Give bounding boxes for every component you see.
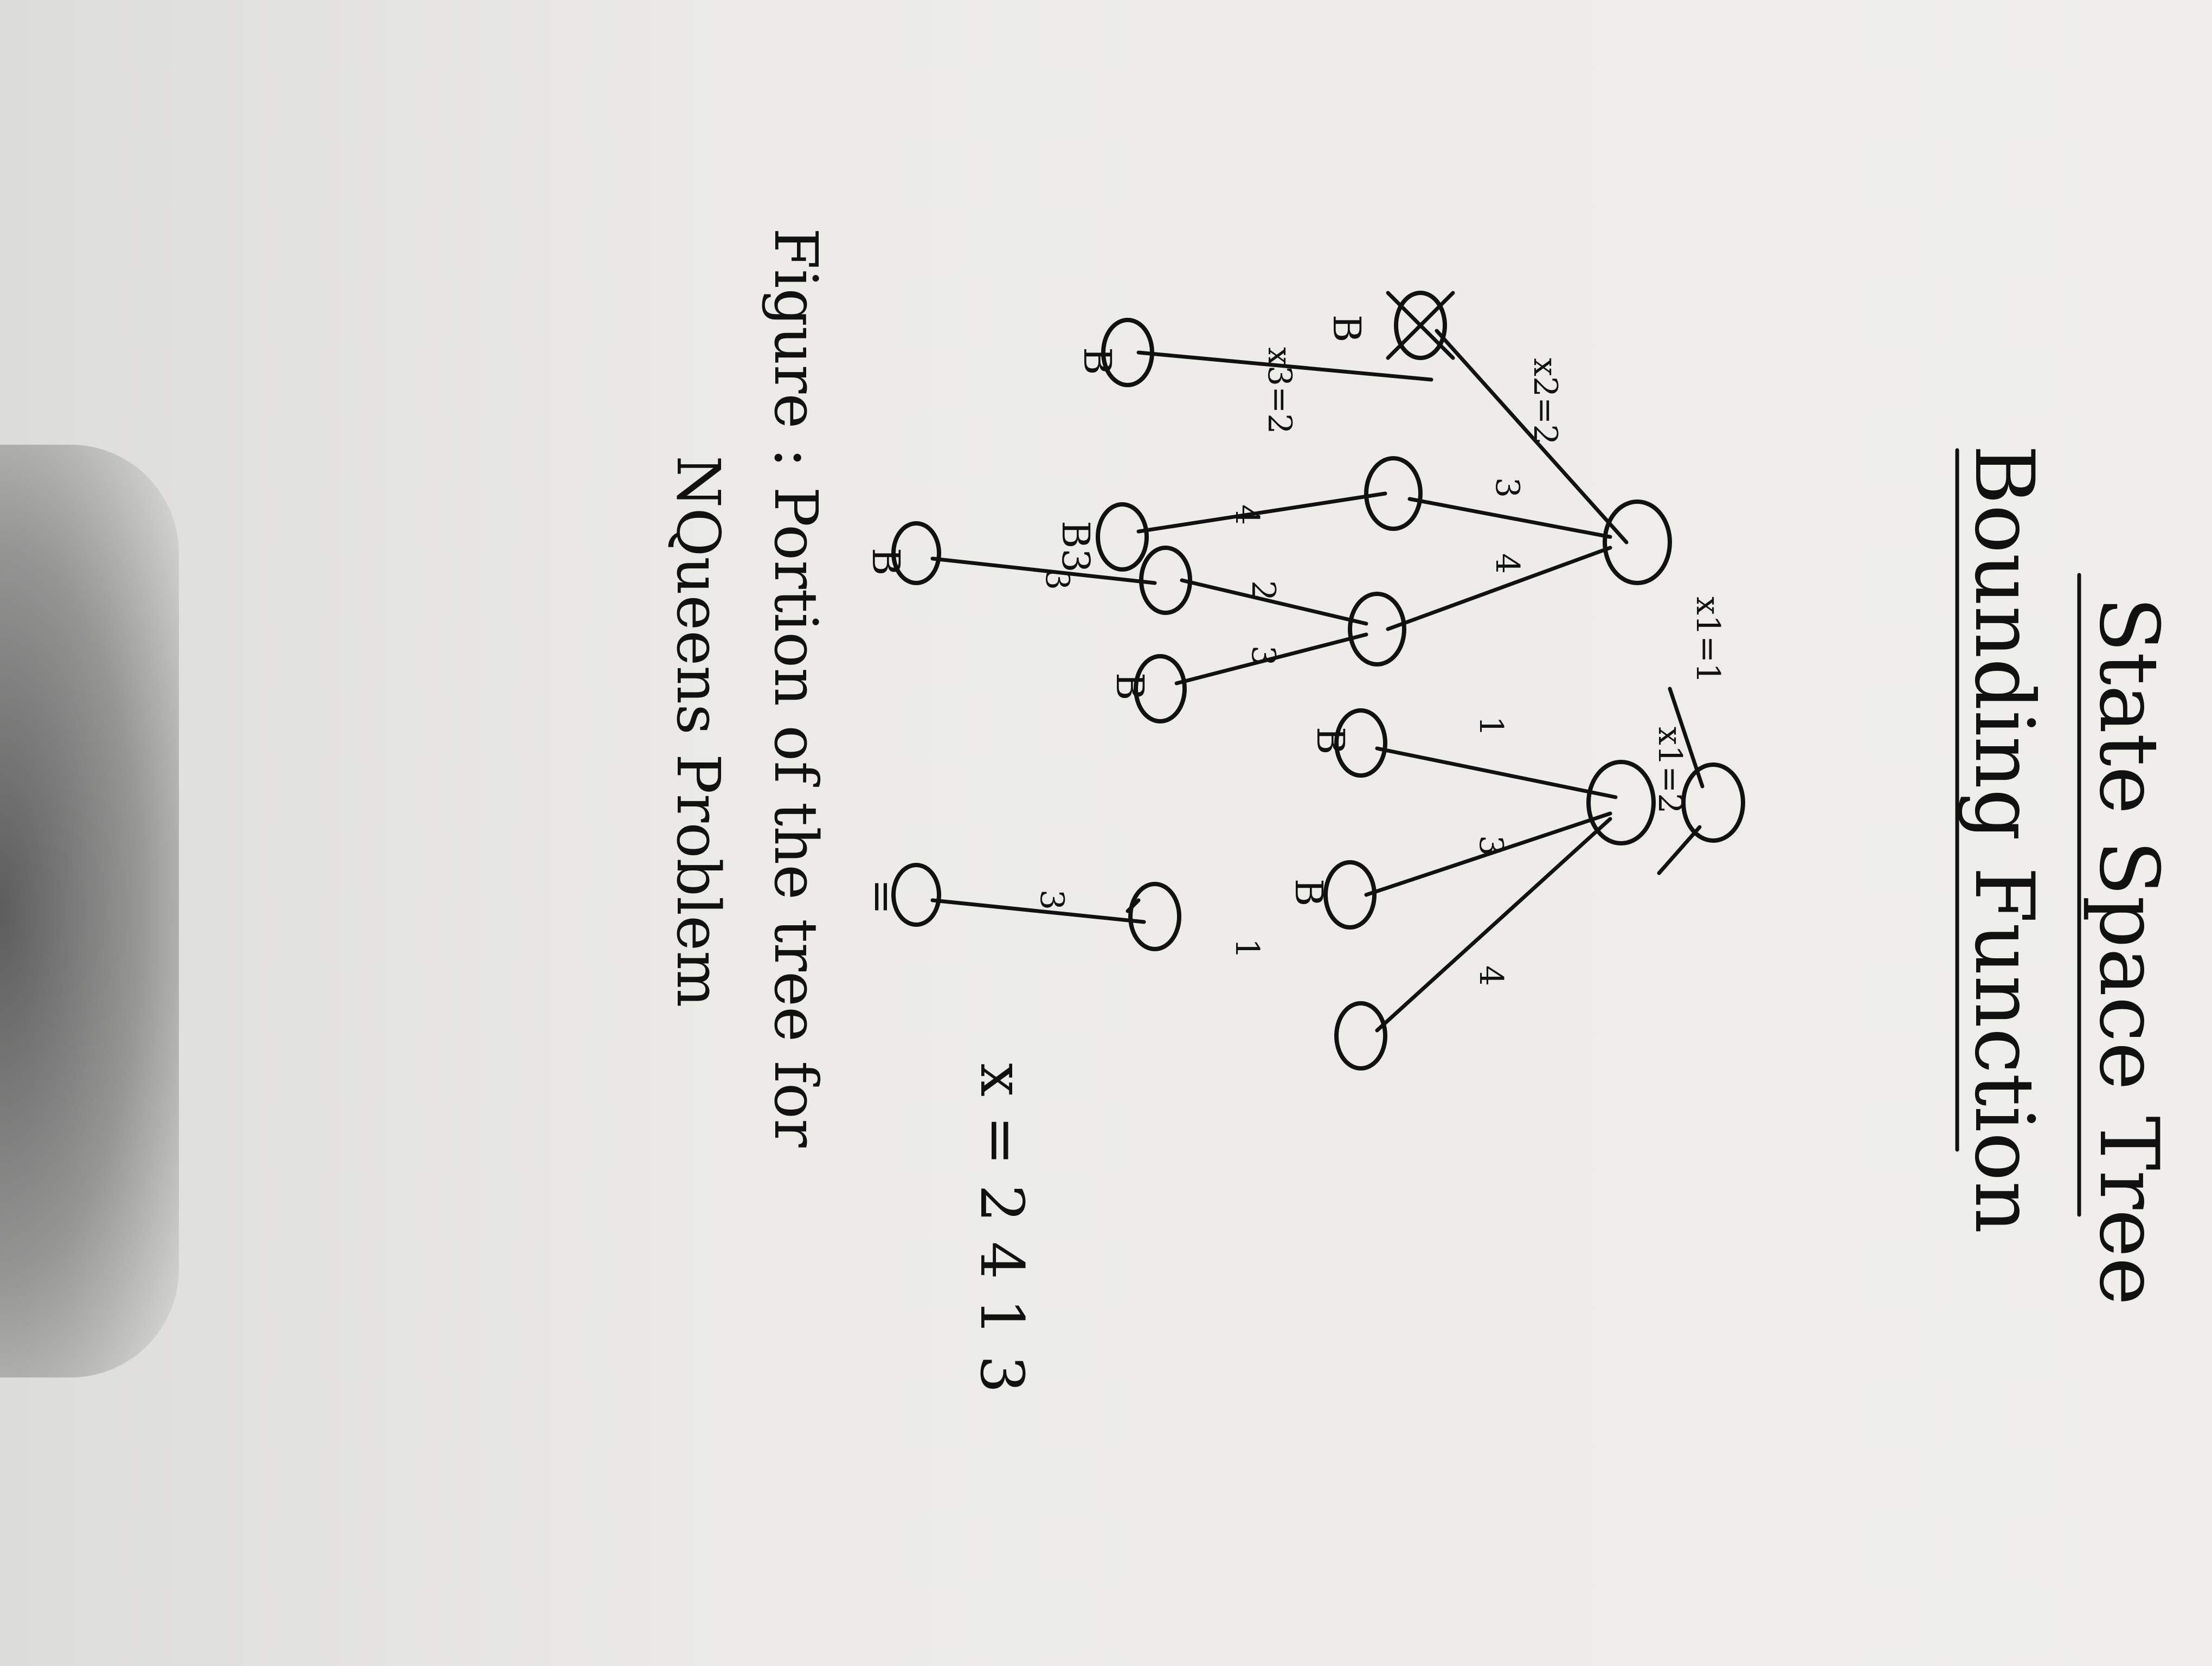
bound-label-c: B <box>1324 315 1369 342</box>
node-b <box>1586 760 1656 845</box>
diagram-title: State Space Tree <box>2081 597 2176 1305</box>
node-c <box>1394 291 1447 360</box>
edge-label-1-b: 1 <box>1472 716 1510 736</box>
node-d <box>1364 456 1423 531</box>
bound-label-l: B <box>1287 879 1331 906</box>
edge-label-4-b: 4 <box>1472 965 1510 986</box>
bound-label-f: B <box>1075 347 1120 375</box>
edge-label-3-e: 3 <box>1244 645 1282 666</box>
edge-a-to-c <box>1435 329 1629 544</box>
cross-mark <box>1386 291 1455 360</box>
solution-vector: x = 2 4 1 3 <box>967 1063 1037 1393</box>
edge-label-x1-2: x1=2 <box>1651 727 1689 813</box>
hand-shadow <box>0 445 179 1377</box>
node-h <box>1139 546 1192 615</box>
edge-label-2-e: 2 <box>1244 580 1282 601</box>
edge-n-to-o <box>930 898 1146 924</box>
edge-c-to-g <box>1136 491 1387 534</box>
diagram-subtitle: Bounding Function <box>1957 445 2051 1234</box>
node-k <box>1334 708 1387 778</box>
edge-h-to-j <box>930 556 1157 585</box>
edge-b-to-k <box>1375 746 1618 799</box>
node-a <box>1603 499 1672 585</box>
edge-label-3-b: 3 <box>1472 835 1510 856</box>
bound-label-k: B <box>1308 727 1353 754</box>
edge-label-3-n: 3 <box>1033 889 1071 910</box>
caption-line-2: NQueens Problem <box>664 456 733 1008</box>
edge-label-1-m: 1 <box>1228 938 1266 959</box>
bound-label-i: B <box>1108 672 1152 700</box>
node-e <box>1348 592 1406 667</box>
node-f <box>1101 318 1154 387</box>
edge-label-x1-1: x1=1 <box>1689 597 1727 683</box>
node-l <box>1323 860 1377 930</box>
edge-c-to-f <box>1136 350 1433 382</box>
node-j <box>891 521 941 585</box>
node-g <box>1096 502 1149 572</box>
edge-label-3-h: 3 <box>1038 569 1076 590</box>
edge-label-4-a: 4 <box>1488 553 1526 574</box>
edge-label-x3-2: x3=2 <box>1261 347 1298 434</box>
edge-a-to-d <box>1407 497 1612 539</box>
solution-underline-mark: = <box>857 879 908 915</box>
caption-line-1: Figure : Portion of the tree for <box>761 228 831 1148</box>
edge-a-to-e <box>1386 546 1612 631</box>
edge-label-3-a: 3 <box>1488 477 1526 498</box>
edge-b-to-m <box>1375 817 1612 1033</box>
node-m <box>1334 1001 1387 1071</box>
node-n <box>1128 882 1181 951</box>
edge-e-to-i <box>1174 632 1368 685</box>
edge-b-to-l <box>1364 811 1612 897</box>
node-root <box>1681 762 1745 843</box>
node-o <box>891 863 941 927</box>
edge-root-to-right <box>1657 825 1702 875</box>
edge-e-to-h <box>1180 578 1368 626</box>
node-i <box>1134 654 1187 723</box>
bound-label-g: B3 <box>1053 521 1098 573</box>
edge-label-4-c: 4 <box>1228 504 1266 525</box>
edge-label-x2-2: x2=2 <box>1526 358 1564 445</box>
bound-label-j: B <box>864 548 908 575</box>
